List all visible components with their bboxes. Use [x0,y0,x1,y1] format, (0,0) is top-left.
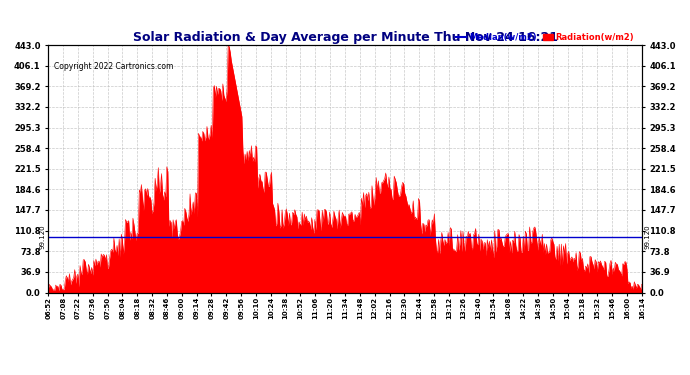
Legend: Median(w/m2), Radiation(w/m2): Median(w/m2), Radiation(w/m2) [453,29,638,45]
Title: Solar Radiation & Day Average per Minute Thu Nov 24 16:21: Solar Radiation & Day Average per Minute… [132,31,558,44]
Text: 99.120: 99.120 [39,225,46,249]
Text: 99.120: 99.120 [644,225,651,249]
Text: Copyright 2022 Cartronics.com: Copyright 2022 Cartronics.com [55,62,174,71]
